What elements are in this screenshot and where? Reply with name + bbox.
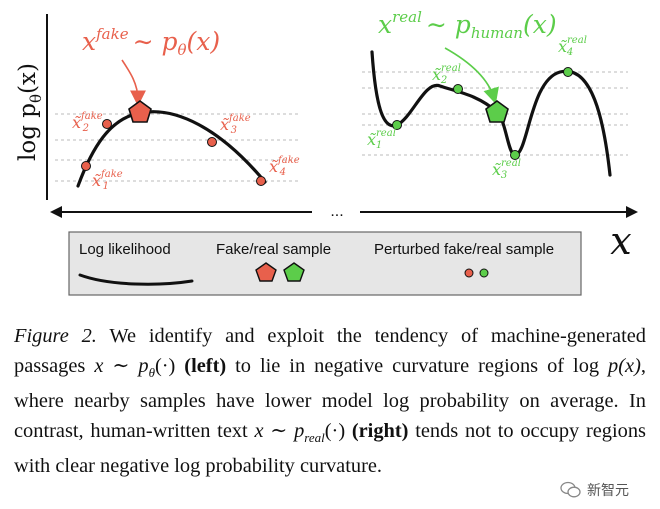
x-axis-ellipsis: ... — [330, 203, 343, 220]
caption-math-3: x ∼ p — [254, 419, 305, 442]
left-heading-arrow — [121, 59, 146, 107]
caption-math-1-sub: θ — [148, 364, 155, 380]
fake-sample-pentagon — [128, 100, 152, 123]
fake-point-4-label: x̃fake 4 — [269, 155, 300, 178]
legend-log-likelihood-label: Log likelihood — [79, 241, 171, 258]
caption-math-1-arg: (·) — [154, 354, 176, 377]
caption-math-3-sub: real — [304, 429, 325, 445]
right-heading-arrow — [444, 47, 499, 105]
caption-label: Figure 2. — [14, 325, 97, 347]
figure-caption: Figure 2. We identify and exploit the te… — [14, 322, 646, 482]
caption-math-1: x ∼ p — [94, 354, 149, 377]
legend-fake-dot — [464, 268, 474, 278]
legend-fake-pentagon — [255, 262, 277, 282]
real-point-2-label: x̃real 2 — [432, 63, 461, 86]
fake-point-1-label: x̃fake 1 — [92, 169, 123, 192]
caption-bold-right: (right) — [351, 419, 409, 442]
caption-text-1: We identify and exploit the tendency of … — [14, 325, 646, 377]
fake-point-3 — [207, 137, 217, 147]
legend-real-pentagon — [283, 262, 305, 282]
real-point-3-label: x̃real 3 — [492, 158, 521, 181]
x-axis-right-arrowhead — [626, 206, 638, 218]
caption-math-2: p(x) — [608, 354, 641, 377]
curvature-diagram: log pθ(x) ... x xfake ∼ pθ(x) xreal ∼ phum… — [15, 8, 638, 296]
legend-sample-label: Fake/real sample — [216, 241, 331, 258]
fake-point-3-label: x̃fake 3 — [220, 113, 251, 136]
wechat-logo-icon — [560, 481, 582, 499]
caption-text-2: to lie in negative curvature regions of … — [226, 354, 609, 377]
caption-math-3-arg: (·) — [324, 419, 346, 442]
legend-curve-swatch — [78, 273, 194, 286]
watermark-text: 新智元 — [587, 483, 629, 499]
real-point-4 — [563, 67, 573, 77]
real-point-1-label: x̃real 1 — [367, 128, 396, 151]
real-perturbed-points — [392, 67, 573, 160]
caption-text-4: tends not to occupy regions with clear n… — [14, 419, 646, 478]
x-axis-left-arrowhead — [50, 206, 62, 218]
figure-2-illustration: log pθ(x) ... x xfake ∼ pθ(x) xreal ∼ phum… — [15, 8, 638, 296]
real-point-3 — [510, 150, 520, 160]
caption-bold-left: (left) — [184, 354, 227, 377]
right-heading: xreal ∼ phuman(x) — [378, 8, 557, 42]
real-point-4-label: x̃real 4 — [558, 35, 587, 58]
real-sample-pentagon — [485, 100, 509, 123]
legend-perturbed-label: Perturbed fake/real sample — [374, 241, 554, 258]
legend-real-dot — [479, 268, 489, 278]
caption-text-3: , where nearby samples have lower model … — [14, 354, 646, 442]
left-heading: xfake ∼ pθ(x) — [82, 25, 220, 59]
x-axis-symbol: x — [610, 219, 631, 263]
fake-point-2-label: x̃fake 2 — [72, 111, 103, 134]
real-point-1 — [392, 120, 402, 130]
fake-point-2 — [102, 119, 112, 129]
real-point-2 — [453, 84, 463, 94]
y-axis-label: log pθ(x) — [15, 63, 45, 161]
watermark: 新智元 — [560, 478, 652, 502]
fake-point-1 — [81, 161, 91, 171]
fake-point-4 — [256, 176, 266, 186]
fake-perturbed-points — [81, 119, 266, 186]
